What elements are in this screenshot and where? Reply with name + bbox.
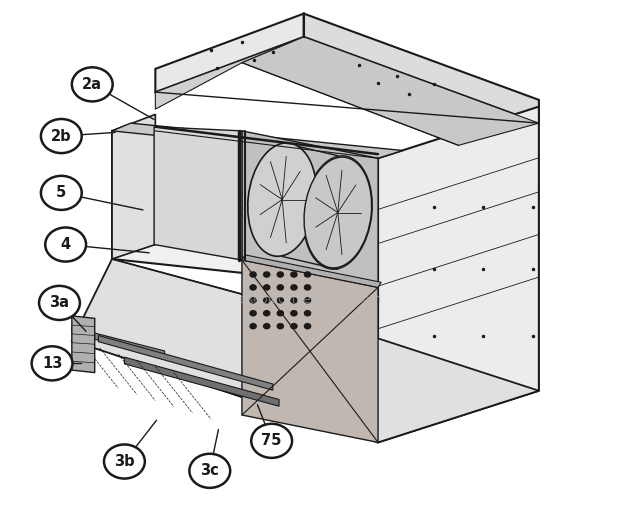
Polygon shape bbox=[242, 37, 539, 146]
Polygon shape bbox=[112, 114, 156, 259]
Circle shape bbox=[277, 298, 283, 303]
Circle shape bbox=[41, 176, 82, 210]
Circle shape bbox=[291, 285, 297, 290]
Circle shape bbox=[45, 227, 86, 262]
Polygon shape bbox=[242, 255, 381, 287]
Circle shape bbox=[291, 272, 297, 277]
Circle shape bbox=[304, 311, 311, 316]
Polygon shape bbox=[72, 259, 539, 442]
Polygon shape bbox=[242, 131, 378, 287]
Circle shape bbox=[250, 311, 256, 316]
Circle shape bbox=[250, 324, 256, 329]
Circle shape bbox=[291, 311, 297, 316]
Circle shape bbox=[39, 286, 80, 320]
Circle shape bbox=[72, 67, 113, 102]
Circle shape bbox=[304, 324, 311, 329]
Text: 3b: 3b bbox=[114, 454, 135, 469]
Ellipse shape bbox=[304, 157, 371, 268]
Polygon shape bbox=[156, 37, 304, 109]
Polygon shape bbox=[304, 13, 539, 123]
Ellipse shape bbox=[248, 143, 317, 256]
Polygon shape bbox=[112, 131, 378, 287]
Polygon shape bbox=[112, 123, 403, 159]
Text: 2b: 2b bbox=[51, 128, 72, 143]
Circle shape bbox=[264, 311, 270, 316]
Circle shape bbox=[251, 424, 292, 458]
Circle shape bbox=[291, 298, 297, 303]
Circle shape bbox=[304, 285, 311, 290]
Circle shape bbox=[250, 298, 256, 303]
Circle shape bbox=[304, 272, 311, 277]
Circle shape bbox=[277, 272, 283, 277]
Text: eReplacementParts.com: eReplacementParts.com bbox=[238, 293, 382, 306]
Text: 13: 13 bbox=[42, 356, 62, 371]
Text: 4: 4 bbox=[61, 237, 71, 252]
Circle shape bbox=[277, 311, 283, 316]
Circle shape bbox=[264, 272, 270, 277]
Circle shape bbox=[277, 324, 283, 329]
Circle shape bbox=[291, 324, 297, 329]
Circle shape bbox=[264, 285, 270, 290]
Text: 3c: 3c bbox=[200, 463, 219, 478]
Text: 5: 5 bbox=[56, 185, 66, 200]
Ellipse shape bbox=[303, 156, 372, 269]
Polygon shape bbox=[154, 127, 242, 260]
Text: 3a: 3a bbox=[50, 295, 69, 310]
Polygon shape bbox=[378, 107, 539, 442]
Text: 2a: 2a bbox=[82, 77, 102, 92]
Polygon shape bbox=[72, 316, 95, 372]
Polygon shape bbox=[125, 357, 279, 406]
Circle shape bbox=[104, 444, 145, 479]
Polygon shape bbox=[99, 336, 273, 390]
Circle shape bbox=[264, 298, 270, 303]
Circle shape bbox=[189, 454, 230, 488]
Circle shape bbox=[277, 285, 283, 290]
Polygon shape bbox=[242, 260, 378, 442]
Circle shape bbox=[41, 119, 82, 153]
Text: 75: 75 bbox=[262, 434, 282, 449]
Circle shape bbox=[250, 285, 256, 290]
Circle shape bbox=[304, 298, 311, 303]
Circle shape bbox=[32, 347, 73, 380]
Polygon shape bbox=[156, 13, 304, 92]
Polygon shape bbox=[72, 327, 165, 357]
Circle shape bbox=[264, 324, 270, 329]
Circle shape bbox=[250, 272, 256, 277]
